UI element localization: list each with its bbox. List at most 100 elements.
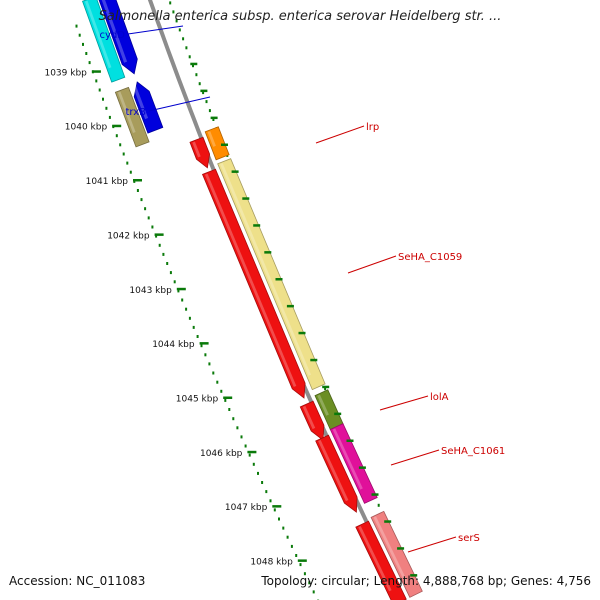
guide-dot [220,389,223,393]
guide-dot [173,280,176,284]
guide-dot [192,325,195,329]
guide-dot [181,298,184,302]
guide-dot [188,316,191,320]
gene-red-1-highlight [192,141,201,158]
guide-dot [136,189,139,192]
guide-dot [98,88,101,92]
guide-dot [175,19,178,23]
guide-dot [216,380,219,384]
gene-label-SeHA_C1059[interactable]: SeHA_C1059 [398,252,462,263]
kbp-tick-label: 1043 kbp [129,286,172,296]
outer-tick [310,358,318,362]
gene-label-SeHA_C1061[interactable]: SeHA_C1061 [441,446,505,457]
gene-label-serS[interactable]: serS [458,533,480,544]
outer-tick [231,170,239,173]
guide-dot [95,79,98,83]
gene-trxB-upper[interactable] [98,0,138,75]
guide-dot [212,371,215,375]
kbp-tick [133,179,142,182]
guide-dot [195,73,198,77]
guide-dot [232,417,235,421]
outer-tick [298,331,306,335]
guide-dot [282,526,285,530]
gene-label-lrp[interactable]: lrp [366,122,379,133]
guide-dot [299,563,302,567]
outer-tick [286,304,294,308]
kbp-tick [154,233,164,236]
kbp-tick [223,396,233,399]
guide-dot [198,82,201,86]
guide-dot [108,115,111,119]
guide-dot [261,481,264,484]
gene-red-1[interactable] [189,136,211,169]
gene-serS[interactable] [370,510,423,598]
guide-dot [177,289,180,293]
guide-dot [377,503,380,507]
gene-SeHA_C1061[interactable] [329,423,378,504]
gene-SeHA_C1059[interactable] [217,158,326,391]
guide-dot [82,42,84,46]
outer-tick [210,116,218,120]
gene-lrp[interactable] [204,126,230,161]
gene-cydD[interactable] [81,0,126,83]
gene-red-3[interactable] [299,400,325,441]
guide-dot [324,387,327,391]
outer-tick [410,574,418,577]
gene-SeHA_C1061-highlight [332,428,363,490]
kbp-tick [112,124,122,128]
gene-lolA-highlight [317,394,329,416]
outer-tick [190,62,198,66]
guide-dot [257,471,259,475]
gene-label-leader [390,449,440,466]
gene-red-5[interactable] [355,520,407,600]
gene-features [81,0,423,600]
guide-dot [312,590,315,594]
topology-text: Topology: circular; Length: 4,888,768 bp… [261,574,591,588]
gene-labels: cydD trxB lrp SeHA_C1059 lolA SeHA_C1061 serS [100,25,505,553]
guide-dot [303,572,306,576]
outer-tick [200,89,208,93]
gene-red-3-highlight [302,405,316,430]
guide-dot [88,61,91,65]
gene-red-2-highlight [204,173,297,387]
gene-label-leader [315,125,365,144]
outer-tick [346,439,354,442]
guide-dot [224,398,227,402]
outer-tick [371,493,379,496]
guide-dot [122,152,125,156]
kbp-tick [91,70,101,73]
kbp-tick-label: 1045 kbp [176,395,219,405]
guide-dot [208,109,211,113]
guide-dot [155,234,158,238]
outer-tick [358,466,366,469]
outer-tick [253,224,261,227]
gene-label-cydD[interactable]: cydD [100,30,126,41]
outer-tick [221,143,228,146]
kbp-tick [199,342,209,345]
kbp-tick-label: 1040 kbp [65,123,108,133]
gene-label-leader [148,96,211,112]
gene-label-leader [347,255,397,274]
gene-label-trxB[interactable]: trxB [125,107,146,118]
gene-olive-1[interactable] [114,86,150,148]
guide-dot [85,52,88,55]
guide-dot [166,262,169,265]
gene-trxB-highlight [132,83,149,120]
guide-dot [126,161,129,165]
gene-red-4[interactable] [315,434,358,513]
guide-dot [278,517,280,521]
guide-dot [308,581,311,585]
outer-tick [397,547,405,550]
gene-red-2[interactable] [201,168,306,399]
gene-lrp-highlight [207,131,216,147]
guide-dot [200,344,203,348]
guide-dot [119,143,122,147]
guide-dot [212,118,215,121]
gene-label-leader [407,536,457,553]
guide-dot [228,408,231,411]
guide-dot [236,426,239,430]
guide-dot [205,100,208,104]
gene-label-lolA[interactable]: lolA [430,392,449,403]
outer-tick [264,251,272,254]
